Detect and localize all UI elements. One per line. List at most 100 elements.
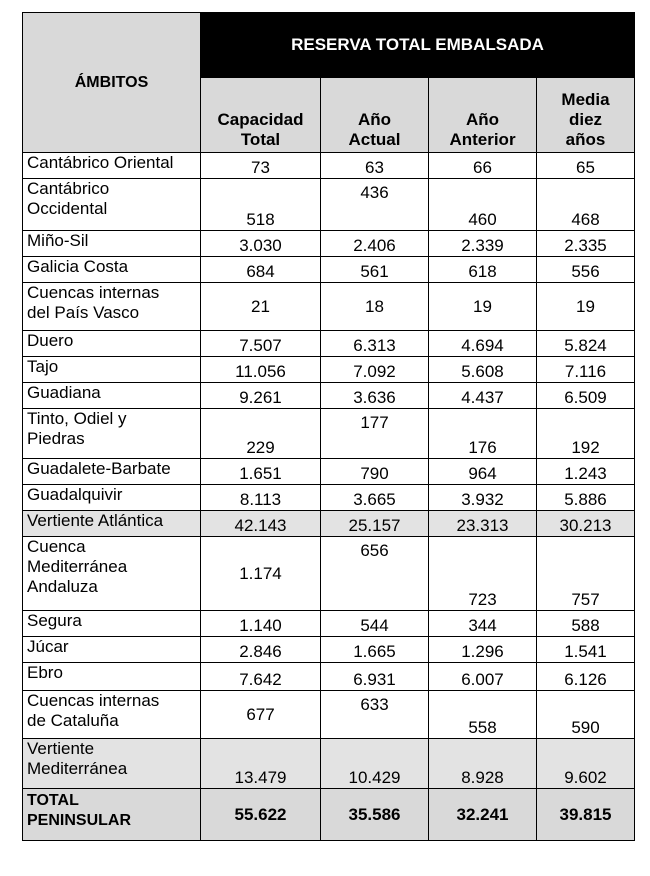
header-capacidad-total: Capacidad Total: [200, 77, 321, 153]
ano-anterior-cell: 176: [428, 408, 537, 459]
ano-anterior-cell: 558: [428, 690, 537, 739]
subtotal-row: Vertiente Mediterránea 13.479 10.429 8.928 9.…: [22, 738, 635, 789]
ano-actual-cell: 3.665: [320, 484, 429, 511]
table-row: Cuencas internas de Cataluña 677 633 558 590: [22, 690, 635, 739]
table-row: Cantábrico Oriental 73 63 66 65: [22, 152, 635, 179]
ano-actual-cell: 6.313: [320, 330, 429, 357]
table-row: Cantábrico Occidental 518 436 460 468: [22, 178, 635, 231]
ano-anterior-cell: 6.007: [428, 662, 537, 691]
row-name: Cuencas internas del País Vasco: [22, 282, 201, 331]
capacidad-total-cell: 3.030: [200, 230, 321, 257]
header-ambitos: ÁMBITOS: [22, 12, 201, 153]
ano-anterior-cell: 460: [428, 178, 537, 231]
table-row: Duero 7.507 6.313 4.694 5.824: [22, 330, 635, 357]
row-name: Guadalquivir: [22, 484, 201, 511]
capacidad-total-cell: 13.479: [200, 738, 321, 789]
row-name: Tinto, Odiel y Piedras: [22, 408, 201, 459]
media-diez-anos-cell: 6.509: [536, 382, 635, 409]
ano-actual-cell: 7.092: [320, 356, 429, 383]
row-name: Segura: [22, 610, 201, 637]
ano-actual-cell: 63: [320, 152, 429, 179]
ano-actual-cell: 3.636: [320, 382, 429, 409]
row-name: TOTAL PENINSULAR: [22, 788, 201, 841]
header-ano-anterior: Año Anterior: [428, 77, 537, 153]
row-name: Vertiente Atlántica: [22, 510, 201, 537]
capacidad-total-cell: 518: [200, 178, 321, 231]
reservoir-table: ÁMBITOS RESERVA TOTAL EMBALSADA Capacida…: [22, 12, 635, 841]
capacidad-total-cell: 21: [200, 282, 321, 331]
media-diez-anos-cell: 30.213: [536, 510, 635, 537]
ano-actual-cell: 1.665: [320, 636, 429, 663]
table-row: Júcar 2.846 1.665 1.296 1.541: [22, 636, 635, 663]
media-diez-anos-cell: 1.541: [536, 636, 635, 663]
header-reserva-total: RESERVA TOTAL EMBALSADA: [200, 12, 635, 78]
capacidad-total-cell: 1.174: [200, 536, 321, 611]
ano-anterior-cell: 4.437: [428, 382, 537, 409]
media-diez-anos-cell: 2.335: [536, 230, 635, 257]
media-diez-anos-cell: 5.886: [536, 484, 635, 511]
table-row: Segura 1.140 544 344 588: [22, 610, 635, 637]
ano-actual-cell: 6.931: [320, 662, 429, 691]
table-row: Miño-Sil 3.030 2.406 2.339 2.335: [22, 230, 635, 257]
row-name: Ebro: [22, 662, 201, 691]
capacidad-total-cell: 73: [200, 152, 321, 179]
row-name: Vertiente Mediterránea: [22, 738, 201, 789]
ano-anterior-cell: 4.694: [428, 330, 537, 357]
ano-anterior-cell: 66: [428, 152, 537, 179]
media-diez-anos-cell: 7.116: [536, 356, 635, 383]
table-row: Guadiana 9.261 3.636 4.437 6.509: [22, 382, 635, 409]
media-diez-anos-cell: 9.602: [536, 738, 635, 789]
media-diez-anos-cell: 556: [536, 256, 635, 283]
row-name: Duero: [22, 330, 201, 357]
ano-actual-cell: 790: [320, 458, 429, 485]
ano-anterior-cell: 618: [428, 256, 537, 283]
row-name: Cantábrico Occidental: [22, 178, 201, 231]
ano-anterior-cell: 3.932: [428, 484, 537, 511]
total-row: TOTAL PENINSULAR 55.622 35.586 32.241 39.815: [22, 788, 635, 841]
media-diez-anos-cell: 5.824: [536, 330, 635, 357]
ano-actual-cell: 633: [320, 690, 429, 739]
ano-actual-cell: 25.157: [320, 510, 429, 537]
ano-anterior-cell: 2.339: [428, 230, 537, 257]
media-diez-anos-cell: 757: [536, 536, 635, 611]
ano-actual-cell: 18: [320, 282, 429, 331]
ano-actual-cell: 544: [320, 610, 429, 637]
subtotal-row: Vertiente Atlántica 42.143 25.157 23.313 30.…: [22, 510, 635, 537]
table-row: Cuenca Mediterránea Andaluza 1.174 656 723 757: [22, 536, 635, 611]
row-name: Cantábrico Oriental: [22, 152, 201, 179]
capacidad-total-cell: 1.651: [200, 458, 321, 485]
row-name: Galicia Costa: [22, 256, 201, 283]
ano-actual-cell: 177: [320, 408, 429, 459]
ano-actual-cell: 10.429: [320, 738, 429, 789]
ano-actual-cell: 35.586: [320, 788, 429, 841]
media-diez-anos-cell: 1.243: [536, 458, 635, 485]
table-row: Guadalete-Barbate 1.651 790 964 1.243: [22, 458, 635, 485]
row-name: Guadalete-Barbate: [22, 458, 201, 485]
ano-actual-cell: 656: [320, 536, 429, 611]
ano-anterior-cell: 1.296: [428, 636, 537, 663]
capacidad-total-cell: 1.140: [200, 610, 321, 637]
capacidad-total-cell: 9.261: [200, 382, 321, 409]
ano-anterior-cell: 5.608: [428, 356, 537, 383]
media-diez-anos-cell: 192: [536, 408, 635, 459]
table-row: Guadalquivir 8.113 3.665 3.932 5.886: [22, 484, 635, 511]
capacidad-total-cell: 229: [200, 408, 321, 459]
ano-anterior-cell: 8.928: [428, 738, 537, 789]
capacidad-total-cell: 684: [200, 256, 321, 283]
media-diez-anos-cell: 39.815: [536, 788, 635, 841]
media-diez-anos-cell: 19: [536, 282, 635, 331]
row-name: Júcar: [22, 636, 201, 663]
capacidad-total-cell: 2.846: [200, 636, 321, 663]
row-name: Guadiana: [22, 382, 201, 409]
media-diez-anos-cell: 65: [536, 152, 635, 179]
ano-anterior-cell: 964: [428, 458, 537, 485]
capacidad-total-cell: 7.507: [200, 330, 321, 357]
ano-anterior-cell: 344: [428, 610, 537, 637]
row-name: Miño-Sil: [22, 230, 201, 257]
header-ano-actual: Año Actual: [320, 77, 429, 153]
ano-actual-cell: 436: [320, 178, 429, 231]
media-diez-anos-cell: 6.126: [536, 662, 635, 691]
table-row: Galicia Costa 684 561 618 556: [22, 256, 635, 283]
media-diez-anos-cell: 590: [536, 690, 635, 739]
header-media-diez-anos: Media diez años: [536, 77, 635, 153]
